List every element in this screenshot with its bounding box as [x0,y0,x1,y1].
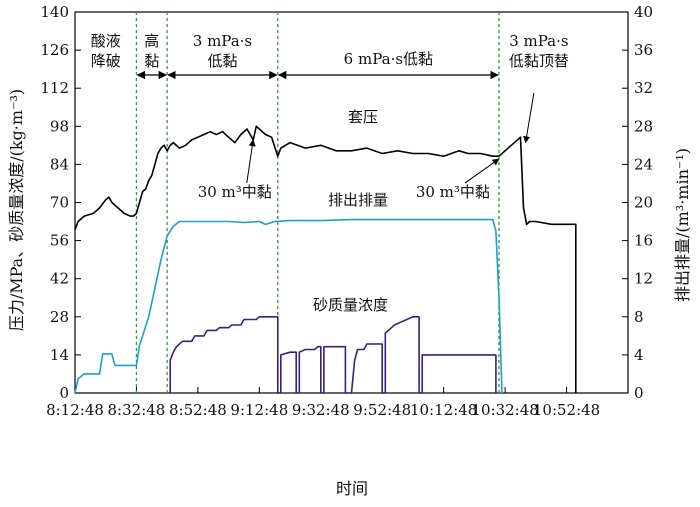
y-left-tick-label: 70 [50,194,69,212]
sand-label: 砂质量浓度 [313,296,388,314]
pressure-label: 套压 [348,108,378,126]
y-right-tick-label: 40 [634,3,653,21]
y-right-tick-label: 0 [634,384,644,402]
x-tick-label: 8:12:48 [46,401,104,419]
stage-label: 低黏 [207,52,237,70]
x-tick-label: 10:32:48 [471,401,538,419]
series-line [169,316,497,394]
annotation-arrow [464,158,500,184]
stage-label: 降破 [91,52,121,70]
y-left-tick-label: 98 [50,117,69,135]
y-right-tick-label: 32 [634,79,653,97]
y-right-tick-label: 24 [634,155,653,173]
y-left-tick-label: 14 [50,346,69,364]
y-right-tick-label: 20 [634,194,653,212]
series-lines [74,125,577,394]
y-left-tick-label: 28 [50,308,69,326]
y-left-tick-label: 140 [40,3,69,21]
y-right-tick-label: 12 [634,270,653,288]
annotation-text: 30 m³中黏 [416,183,490,201]
annotation-arrow [523,92,535,144]
annotation-text: 30 m³中黏 [198,183,272,201]
stage-label: 3 mPa·s [193,32,252,50]
stage-label: 酸液 [91,32,121,50]
y-left-tick-label: 0 [59,384,69,402]
y-right-tick-label: 16 [634,232,653,250]
x-tick-label: 9:52:48 [353,401,411,419]
stage-label: 高 [144,32,159,50]
x-tick-label: 8:32:48 [108,401,166,419]
series-line [74,125,577,393]
y-left-tick-label: 112 [40,79,69,97]
y-axis-right-title: 排出排量/(m³·min⁻¹) [673,148,692,302]
y-left-tick-label: 84 [50,155,69,173]
tick-labels: 0 14 28 42 56 70 84 98 112 126 140 0 4 8 12 16 20 24 28 32 3… [40,3,653,419]
x-tick-label: 8:52:48 [169,401,227,419]
annotation-arrow [246,139,256,184]
x-tick-label: 10:12:48 [410,401,477,419]
stage-label: 低黏顶替 [509,52,569,70]
series-line [74,218,503,394]
x-tick-label: 10:52:48 [533,401,600,419]
y-left-tick-label: 126 [40,41,69,59]
stage-label: 黏 [144,52,159,70]
y-left-tick-label: 56 [50,232,69,250]
stage-label: 3 mPa·s [509,32,568,50]
x-tick-label: 9:32:48 [292,401,350,419]
y-right-tick-label: 4 [634,346,644,364]
y-right-tick-label: 28 [634,117,653,135]
y-right-tick-label: 36 [634,41,653,59]
stage-label: 6 mPa·s低黏 [344,50,433,68]
x-axis-title: 时间 [336,479,368,498]
rate-label: 排出排量 [328,191,388,209]
x-tick-label: 9:12:48 [230,401,288,419]
y-left-tick-label: 42 [50,270,69,288]
y-right-tick-label: 8 [634,308,644,326]
y-axis-left-title: 压力/MPa、砂质量浓度/(kg·m⁻³) [7,89,26,331]
stage-dividers [135,12,500,393]
